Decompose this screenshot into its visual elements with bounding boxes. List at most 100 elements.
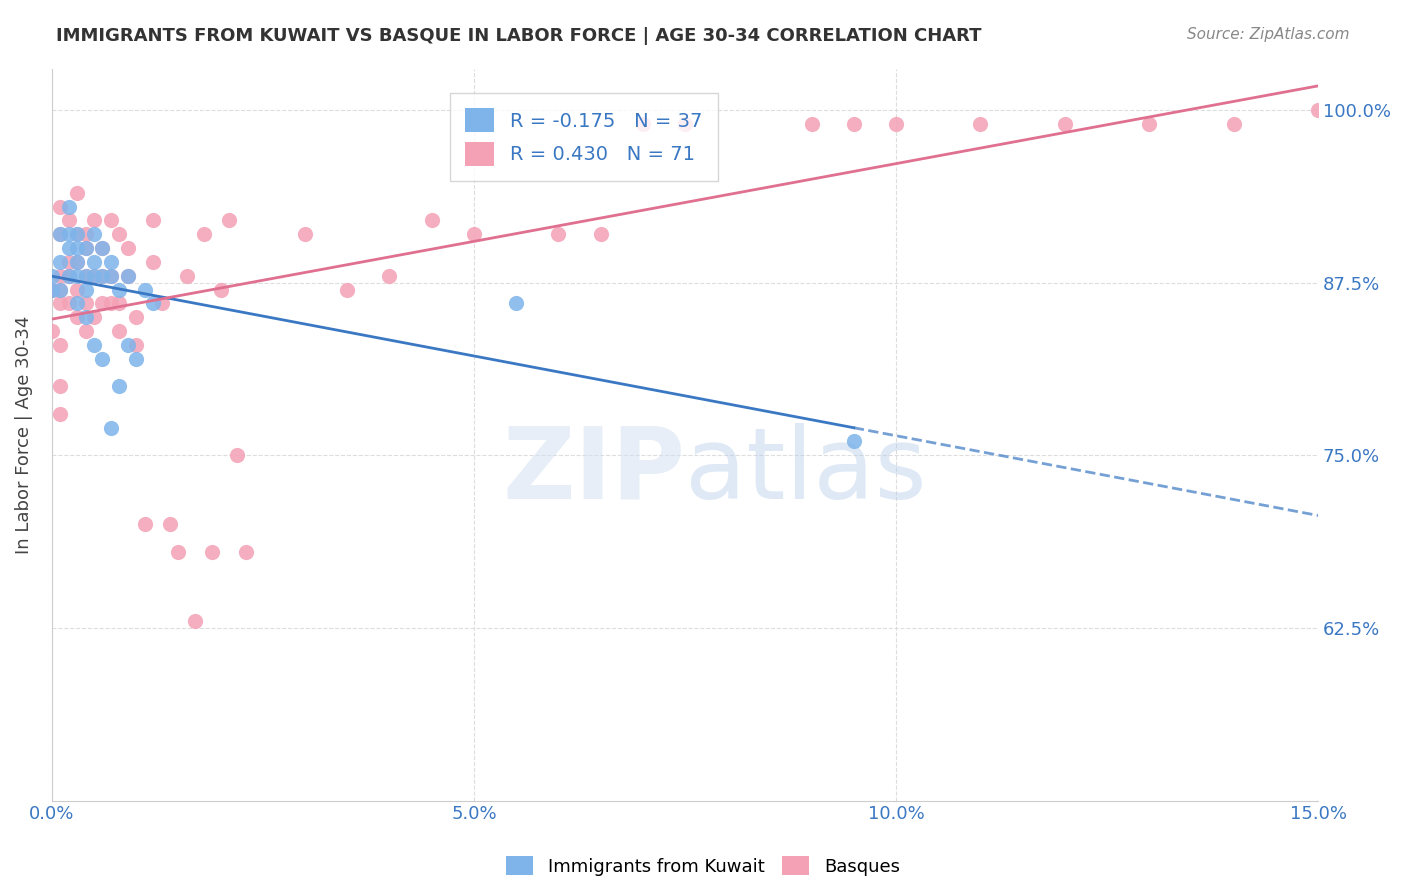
Point — [83, 213, 105, 227]
Point — [58, 268, 80, 283]
Point — [117, 268, 139, 283]
Point — [142, 255, 165, 269]
Point — [49, 283, 72, 297]
Point — [800, 117, 823, 131]
Point — [142, 296, 165, 310]
Point — [91, 296, 114, 310]
Point — [49, 200, 72, 214]
Point — [66, 186, 89, 200]
Point — [58, 241, 80, 255]
Point — [91, 351, 114, 366]
Point — [1137, 117, 1160, 131]
Point — [66, 255, 89, 269]
Point — [100, 213, 122, 227]
Point — [58, 296, 80, 310]
Point — [142, 213, 165, 227]
Point — [49, 227, 72, 242]
Point — [100, 420, 122, 434]
Point — [49, 268, 72, 283]
Point — [75, 310, 97, 325]
Point — [125, 310, 148, 325]
Point — [41, 283, 63, 297]
Point — [159, 517, 181, 532]
Point — [66, 268, 89, 283]
Point — [49, 283, 72, 297]
Point — [1222, 117, 1244, 131]
Point — [75, 227, 97, 242]
Point — [134, 283, 156, 297]
Point — [91, 268, 114, 283]
Point — [66, 296, 89, 310]
Point — [1053, 117, 1076, 131]
Point — [66, 283, 89, 297]
Point — [75, 324, 97, 338]
Point — [108, 324, 131, 338]
Point — [235, 545, 257, 559]
Point — [75, 268, 97, 283]
Point — [108, 227, 131, 242]
Point — [842, 434, 865, 449]
Legend: Immigrants from Kuwait, Basques: Immigrants from Kuwait, Basques — [499, 849, 907, 883]
Point — [75, 296, 97, 310]
Point — [58, 268, 80, 283]
Point — [547, 227, 569, 242]
Point — [184, 614, 207, 628]
Point — [505, 296, 527, 310]
Point — [75, 241, 97, 255]
Point — [167, 545, 190, 559]
Point — [49, 338, 72, 352]
Point — [66, 255, 89, 269]
Point — [226, 448, 249, 462]
Point — [91, 241, 114, 255]
Legend: R = -0.175   N = 37, R = 0.430   N = 71: R = -0.175 N = 37, R = 0.430 N = 71 — [450, 93, 717, 181]
Point — [125, 351, 148, 366]
Point — [49, 227, 72, 242]
Text: ZIP: ZIP — [502, 423, 685, 520]
Point — [75, 268, 97, 283]
Point — [49, 296, 72, 310]
Point — [100, 268, 122, 283]
Point — [134, 517, 156, 532]
Point — [117, 241, 139, 255]
Point — [218, 213, 240, 227]
Point — [66, 227, 89, 242]
Point — [100, 296, 122, 310]
Point — [83, 310, 105, 325]
Point — [66, 310, 89, 325]
Point — [378, 268, 401, 283]
Point — [58, 200, 80, 214]
Point — [884, 117, 907, 131]
Point — [83, 227, 105, 242]
Point — [75, 283, 97, 297]
Point — [91, 268, 114, 283]
Point — [631, 117, 654, 131]
Point — [58, 255, 80, 269]
Point — [49, 379, 72, 393]
Point — [176, 268, 198, 283]
Point — [294, 227, 316, 242]
Point — [420, 213, 443, 227]
Point — [83, 268, 105, 283]
Point — [150, 296, 173, 310]
Point — [125, 338, 148, 352]
Point — [969, 117, 991, 131]
Point — [117, 338, 139, 352]
Point — [193, 227, 215, 242]
Point — [336, 283, 359, 297]
Point — [673, 117, 696, 131]
Point — [589, 227, 612, 242]
Point — [41, 268, 63, 283]
Point — [58, 227, 80, 242]
Point — [66, 241, 89, 255]
Point — [83, 268, 105, 283]
Point — [1308, 103, 1330, 117]
Text: atlas: atlas — [685, 423, 927, 520]
Text: Source: ZipAtlas.com: Source: ZipAtlas.com — [1187, 27, 1350, 42]
Y-axis label: In Labor Force | Age 30-34: In Labor Force | Age 30-34 — [15, 316, 32, 554]
Point — [83, 255, 105, 269]
Point — [100, 268, 122, 283]
Point — [108, 296, 131, 310]
Point — [41, 283, 63, 297]
Point — [41, 324, 63, 338]
Point — [58, 213, 80, 227]
